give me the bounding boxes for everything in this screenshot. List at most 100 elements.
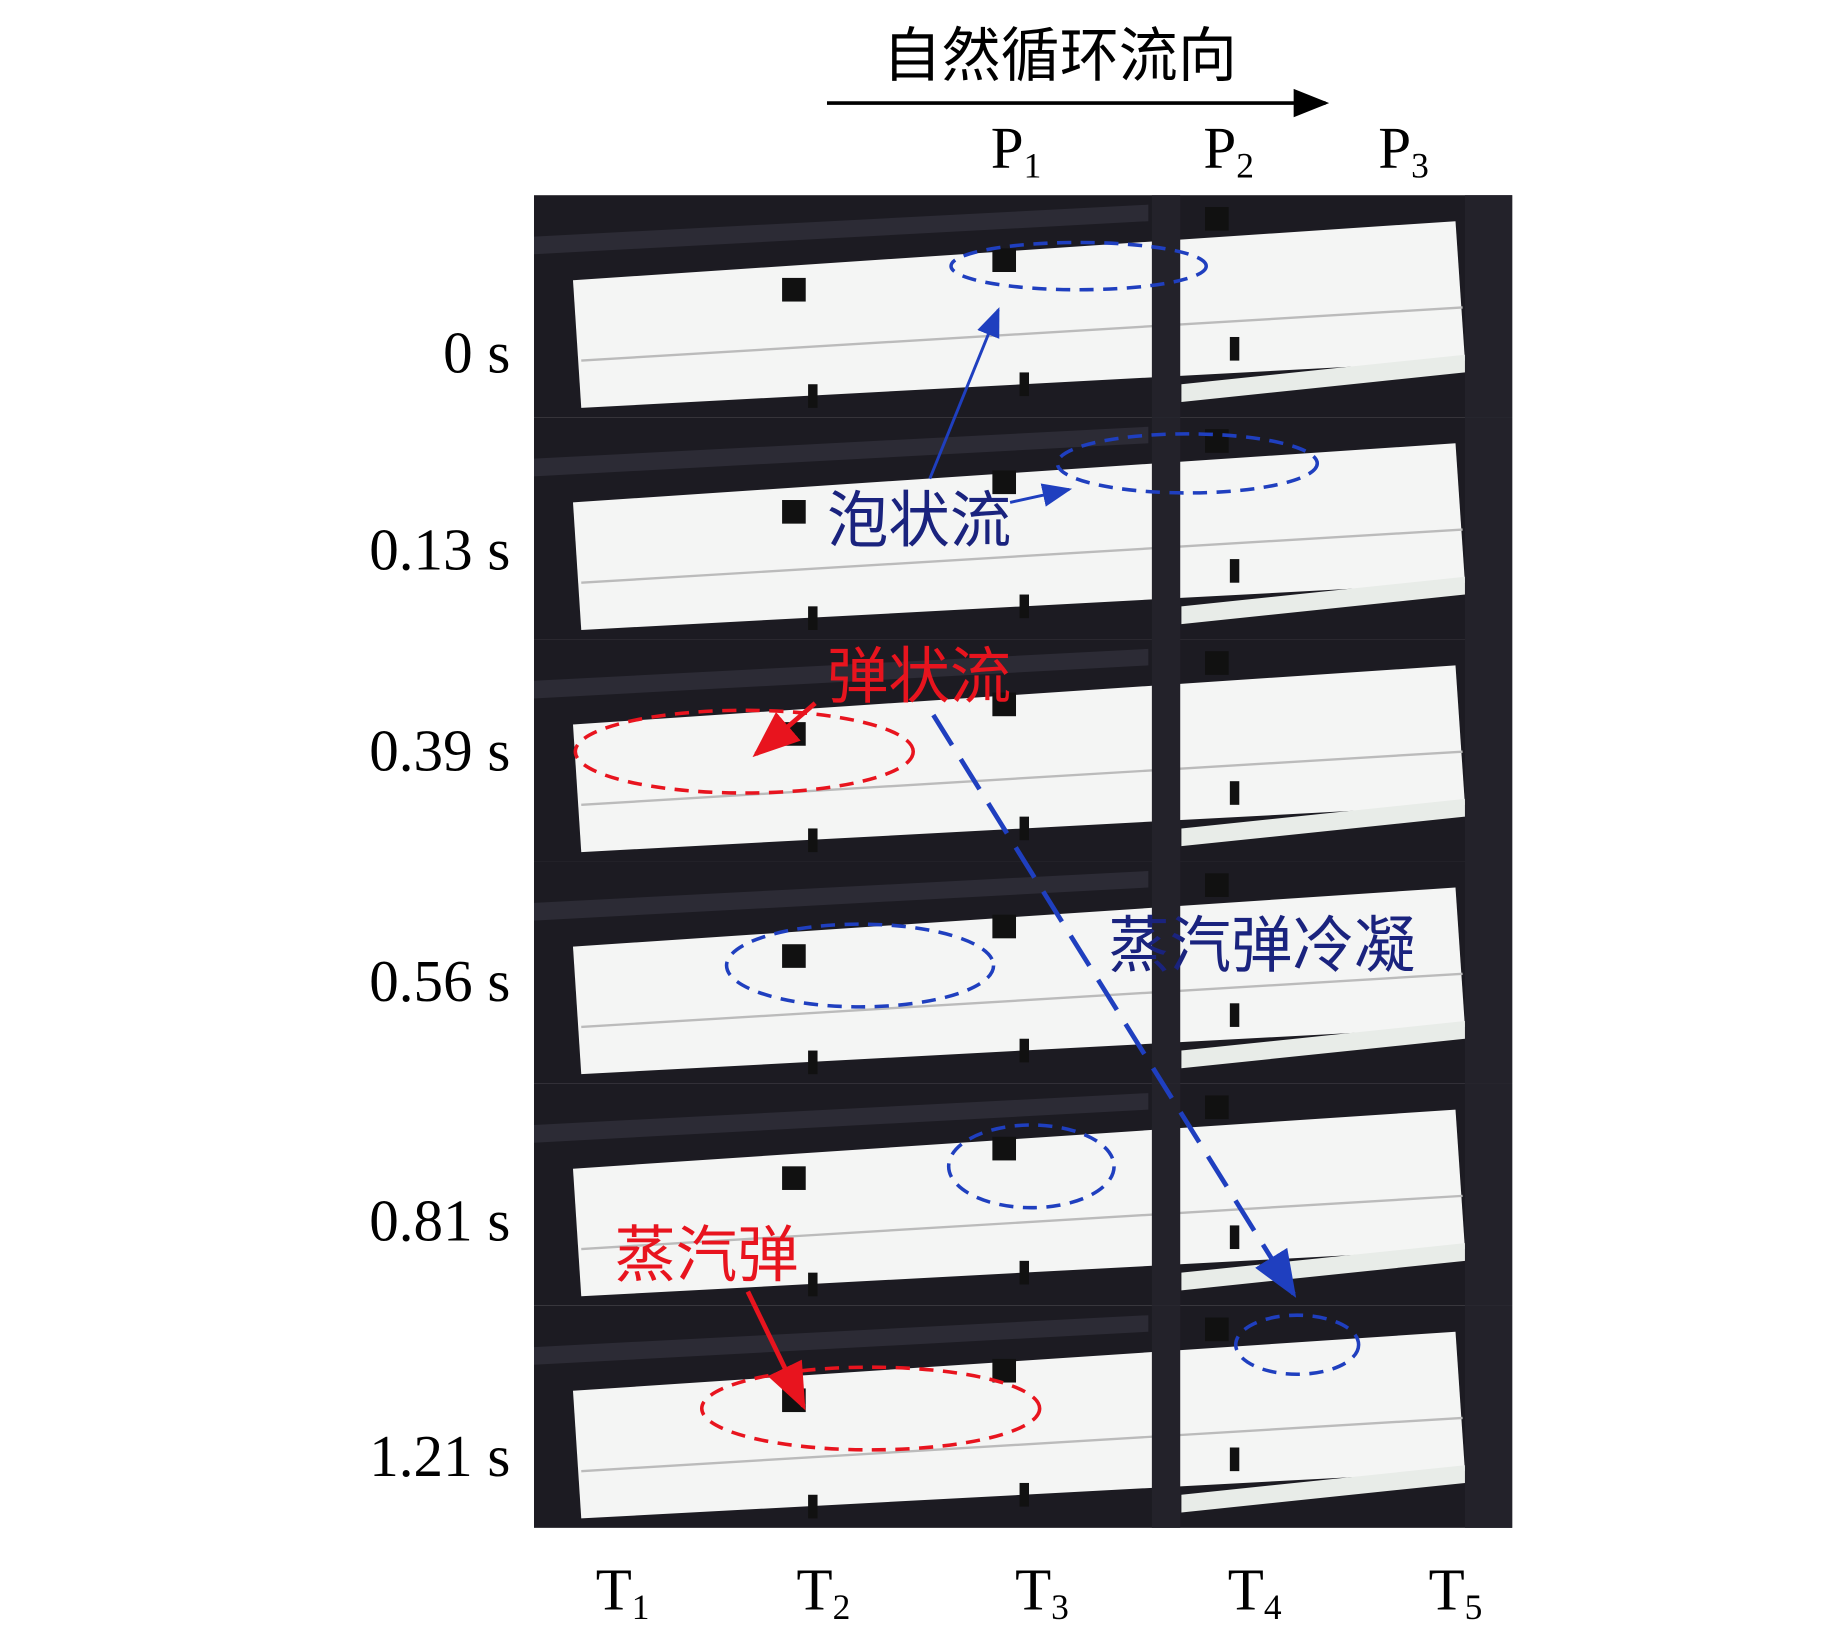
thermocouple (1229, 781, 1240, 805)
label-base: P (1203, 115, 1236, 181)
label-base: T (797, 1556, 833, 1622)
dashed-ellipse (1233, 1313, 1361, 1377)
fitting (992, 248, 1017, 273)
label-base: T (1429, 1556, 1465, 1622)
strut (533, 204, 1149, 255)
arrow (928, 307, 1000, 480)
thermocouple (808, 828, 818, 853)
thermocouple (1019, 1038, 1030, 1063)
label-subscript: 2 (1236, 145, 1254, 185)
tube-line (581, 1416, 1463, 1473)
dashed-ellipse (724, 922, 996, 1009)
label-base: T (596, 1556, 632, 1622)
tube (572, 1109, 1465, 1297)
annotation: 蒸汽弹冷凝 (1108, 913, 1415, 981)
fitting (782, 500, 806, 524)
time-label: 0.39 s (369, 718, 510, 784)
label-base: T (1228, 1556, 1264, 1622)
dashed-ellipse (573, 708, 916, 795)
thermocouple (1229, 559, 1240, 583)
pressure-label: P3 (1378, 115, 1429, 185)
tube-lower (1181, 1021, 1465, 1069)
arrow (745, 1290, 806, 1411)
support-bar (1151, 1305, 1181, 1528)
support-bar (1464, 417, 1513, 640)
arrow (1009, 483, 1073, 507)
fitting (992, 914, 1017, 939)
thermocouple (1019, 1482, 1030, 1507)
fitting (782, 1166, 806, 1190)
fitting (1205, 1095, 1229, 1120)
fitting (1205, 651, 1229, 675)
strut (533, 1315, 1149, 1365)
temperature-label: T2 (797, 1556, 851, 1625)
thermocouple (808, 1050, 818, 1075)
support-bar (1464, 1305, 1513, 1528)
fitting (992, 470, 1017, 495)
label-subscript: 3 (1411, 145, 1429, 185)
time-label: 0.13 s (369, 517, 510, 583)
strut (533, 648, 1149, 699)
fitting (782, 944, 806, 968)
thermocouple (1019, 594, 1030, 619)
support-bar (1151, 1083, 1181, 1306)
fitting (1205, 873, 1229, 897)
fitting (1205, 207, 1229, 231)
thermocouple (1229, 1225, 1240, 1250)
label-subscript: 4 (1264, 1587, 1282, 1625)
thermocouple (808, 1272, 818, 1297)
dashed-ellipse (1055, 432, 1320, 495)
label-subscript: 2 (833, 1587, 851, 1625)
tube-line (581, 972, 1463, 1029)
temperature-label: T1 (596, 1556, 650, 1625)
label-subscript: 5 (1465, 1587, 1483, 1625)
pressure-label: P2 (1203, 115, 1254, 185)
thermocouple (808, 606, 818, 630)
strut (533, 870, 1149, 921)
temperature-label: T5 (1429, 1556, 1483, 1625)
thermocouple (808, 1494, 818, 1519)
support-bar (1151, 639, 1181, 862)
time-label: 1.21 s (369, 1423, 510, 1489)
tube (572, 887, 1465, 1075)
thermocouple (1229, 1447, 1240, 1472)
dashed-arrow (931, 713, 1297, 1298)
support-bar (1151, 417, 1181, 640)
annotation: 泡状流 (827, 487, 1011, 555)
tube-line (581, 306, 1463, 362)
support-bar (1464, 195, 1513, 418)
fitting (992, 692, 1017, 717)
arrow (752, 701, 817, 758)
thermocouple (1019, 816, 1030, 841)
fitting (992, 1358, 1017, 1383)
fitting (992, 1136, 1017, 1161)
fitting (782, 277, 806, 302)
fitting (1205, 1317, 1229, 1342)
thermocouple (808, 384, 818, 408)
thermocouple (1229, 1003, 1240, 1027)
annotation: 弹状流 (827, 643, 1011, 711)
dashed-ellipse (946, 1123, 1116, 1210)
annotations-layer: 泡状流 弹状流 蒸汽弹冷凝 蒸汽弹 (573, 240, 1415, 1452)
temperature-label: T3 (1015, 1556, 1069, 1625)
label-subscript: 3 (1051, 1587, 1069, 1625)
tube-line (581, 1194, 1463, 1251)
label-subscript: 1 (1024, 145, 1042, 185)
support-bar (1151, 861, 1181, 1084)
tube-line (581, 750, 1463, 807)
tube-line (581, 528, 1463, 584)
tube-lower (1181, 1243, 1465, 1291)
label-base: T (1015, 1556, 1051, 1622)
time-label: 0 s (443, 319, 510, 385)
tube (572, 221, 1465, 408)
label-base: P (991, 115, 1024, 181)
dashed-ellipse (699, 1365, 1042, 1452)
thermocouple (1019, 1260, 1030, 1285)
tube-lower (1181, 354, 1465, 402)
tube-lower (1181, 1465, 1465, 1513)
time-label: 0.56 s (369, 948, 510, 1014)
annotation: 蒸汽弹 (614, 1222, 798, 1290)
thermocouple (1019, 372, 1030, 397)
